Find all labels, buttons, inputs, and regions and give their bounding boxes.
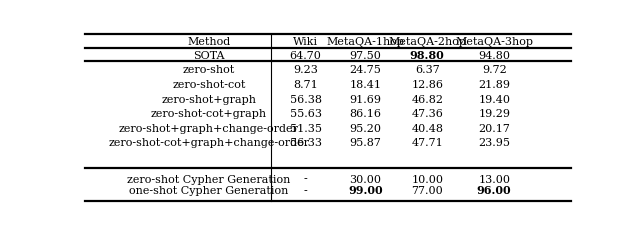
Text: zero-shot-cot: zero-shot-cot — [172, 80, 246, 89]
Text: zero-shot-cot+graph+change-order: zero-shot-cot+graph+change-order — [108, 138, 310, 148]
Text: 55.63: 55.63 — [290, 109, 322, 118]
Text: 10.00: 10.00 — [412, 174, 443, 184]
Text: 95.87: 95.87 — [349, 138, 381, 148]
Text: 95.20: 95.20 — [349, 123, 381, 133]
Text: 94.80: 94.80 — [478, 51, 510, 61]
Text: MetaQA-2hop: MetaQA-2hop — [388, 37, 466, 47]
Text: 20.17: 20.17 — [478, 123, 510, 133]
Text: MetaQA-3hop: MetaQA-3hop — [455, 37, 533, 47]
Text: 96.00: 96.00 — [477, 185, 511, 196]
Text: 13.00: 13.00 — [478, 174, 510, 184]
Text: Method: Method — [188, 37, 230, 47]
Text: one-shot Cypher Generation: one-shot Cypher Generation — [129, 185, 289, 195]
Text: 9.72: 9.72 — [482, 65, 506, 75]
Text: 99.00: 99.00 — [348, 185, 383, 196]
Text: 12.86: 12.86 — [412, 80, 443, 89]
Text: 98.80: 98.80 — [410, 50, 445, 61]
Text: zero-shot Cypher Generation: zero-shot Cypher Generation — [127, 174, 291, 184]
Text: zero-shot: zero-shot — [183, 65, 235, 75]
Text: -: - — [304, 185, 308, 195]
Text: 47.36: 47.36 — [412, 109, 443, 118]
Text: 6.37: 6.37 — [415, 65, 440, 75]
Text: 40.48: 40.48 — [412, 123, 443, 133]
Text: -: - — [304, 174, 308, 184]
Text: 8.71: 8.71 — [293, 80, 318, 89]
Text: 97.50: 97.50 — [349, 51, 381, 61]
Text: zero-shot-cot+graph: zero-shot-cot+graph — [151, 109, 267, 118]
Text: 91.69: 91.69 — [349, 94, 381, 104]
Text: 56.38: 56.38 — [290, 94, 322, 104]
Text: Wiki: Wiki — [293, 37, 318, 47]
Text: zero-shot+graph: zero-shot+graph — [161, 94, 257, 104]
Text: MetaQA-1hop: MetaQA-1hop — [326, 37, 404, 47]
Text: 19.29: 19.29 — [478, 109, 510, 118]
Text: 9.23: 9.23 — [293, 65, 318, 75]
Text: 64.70: 64.70 — [290, 51, 322, 61]
Text: 24.75: 24.75 — [349, 65, 381, 75]
Text: 51.35: 51.35 — [290, 123, 322, 133]
Text: 46.82: 46.82 — [412, 94, 443, 104]
Text: 47.71: 47.71 — [412, 138, 443, 148]
Text: zero-shot+graph+change-order: zero-shot+graph+change-order — [119, 123, 299, 133]
Text: 86.16: 86.16 — [349, 109, 381, 118]
Text: 77.00: 77.00 — [412, 185, 443, 195]
Text: SOTA: SOTA — [193, 51, 225, 61]
Text: 56.33: 56.33 — [290, 138, 322, 148]
Text: 21.89: 21.89 — [478, 80, 510, 89]
Text: 18.41: 18.41 — [349, 80, 381, 89]
Text: 23.95: 23.95 — [478, 138, 510, 148]
Text: 30.00: 30.00 — [349, 174, 381, 184]
Text: 19.40: 19.40 — [478, 94, 510, 104]
